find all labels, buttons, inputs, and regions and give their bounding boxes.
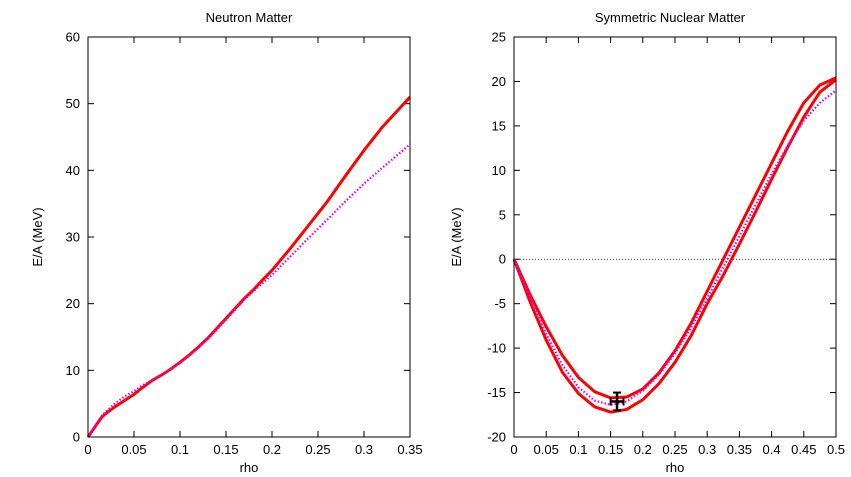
x-tick-label: 0.2 [634, 442, 652, 457]
y-tick-label: 5 [499, 207, 506, 222]
x-tick-label: 0.1 [171, 442, 189, 457]
y-tick-label: 0 [73, 430, 80, 445]
y-tick-label: -10 [487, 341, 506, 356]
x-tick-label: 0.15 [213, 442, 238, 457]
x-tick-label: 0.2 [263, 442, 281, 457]
chart-symmetric-nuclear-matter: Symmetric Nuclear Matter rho E/A (MeV) 0 0.0… [449, 10, 845, 475]
x-tick-label: 0.05 [534, 442, 559, 457]
empirical-saturation-point [609, 391, 625, 412]
plot-frame [87, 36, 411, 438]
chart-neutron-matter: Neutron Matter rho E/A (MeV) 0 0.05 0.1 0.15 0.… [30, 10, 423, 475]
series-line-solid-1 [512, 76, 837, 400]
x-tick-label: 0.45 [791, 442, 816, 457]
x-tick-label: 0 [510, 442, 517, 457]
x-tick-label: 0.4 [763, 442, 781, 457]
x-tick-label: 0.3 [698, 442, 716, 457]
y-tick-label: 30 [66, 230, 80, 245]
y-tick-label: 0 [499, 252, 506, 267]
y-tick-label: 10 [492, 163, 506, 178]
y-axis-label: E/A (MeV) [30, 207, 45, 266]
x-axis-label: rho [666, 460, 685, 475]
series-line-dotted-2 [512, 89, 837, 407]
y-tick-label: 60 [66, 30, 80, 45]
y-tick-label: 20 [66, 296, 80, 311]
y-tick-label: 25 [492, 30, 506, 45]
chart-title: Neutron Matter [206, 10, 293, 25]
x-tick-label: 0 [84, 442, 91, 457]
x-tick-label: 0.05 [121, 442, 146, 457]
x-tick-label: 0.35 [727, 442, 752, 457]
y-tick-label: 15 [492, 118, 506, 133]
series-line-dotted-1 [87, 143, 411, 438]
chart-title: Symmetric Nuclear Matter [595, 10, 746, 25]
x-tick-label: 0.25 [305, 442, 330, 457]
series-line-solid-0 [512, 78, 837, 414]
x-tick-label: 0.3 [355, 442, 373, 457]
y-tick-label: 40 [66, 163, 80, 178]
y-tick-label: 10 [66, 363, 80, 378]
x-tick-label: 0.15 [598, 442, 623, 457]
x-tick-label: 0.25 [662, 442, 687, 457]
y-tick-label: -5 [494, 296, 506, 311]
x-tick-label: 0.5 [827, 442, 845, 457]
y-axis-label: E/A (MeV) [449, 207, 464, 266]
y-tick-label: 20 [492, 74, 506, 89]
plot-frame [513, 36, 837, 438]
y-tick-label: -15 [487, 385, 506, 400]
y-tick-label: 50 [66, 96, 80, 111]
y-tick-label: -20 [487, 430, 506, 445]
x-tick-label: 0.35 [397, 442, 422, 457]
series-line-solid-0 [86, 95, 412, 438]
x-axis-label: rho [240, 460, 259, 475]
x-tick-label: 0.1 [569, 442, 587, 457]
